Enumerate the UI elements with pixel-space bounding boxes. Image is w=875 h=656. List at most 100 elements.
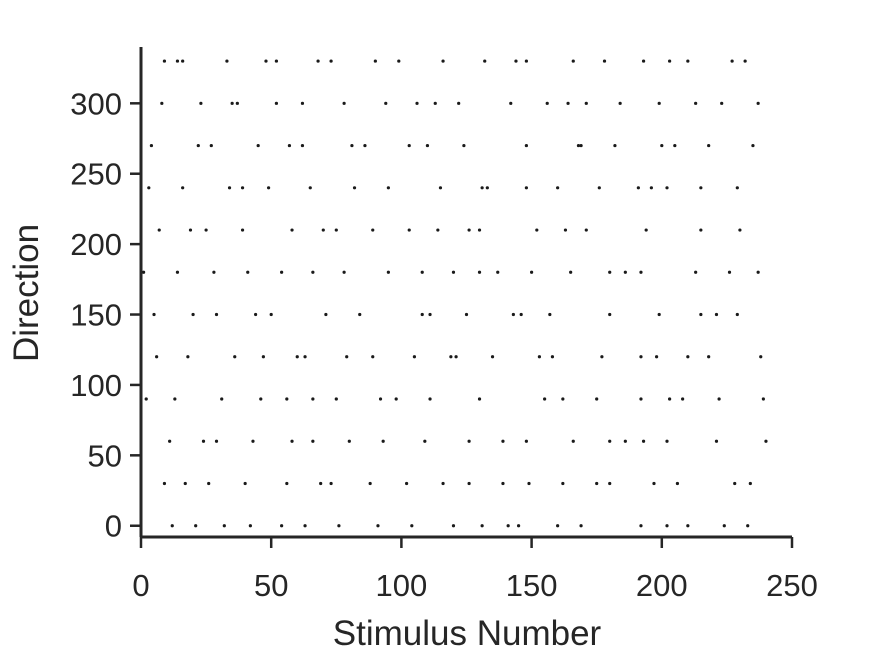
data-point — [644, 228, 648, 232]
data-point — [639, 355, 643, 359]
data-point — [425, 143, 430, 148]
data-point — [352, 186, 357, 190]
data-point — [579, 524, 583, 528]
data-point — [415, 101, 419, 105]
data-point — [324, 312, 328, 317]
data-point — [579, 143, 583, 148]
data-point — [186, 355, 190, 359]
data-point — [668, 59, 672, 63]
data-point — [209, 143, 213, 148]
data-point — [264, 59, 268, 63]
data-point — [214, 439, 219, 443]
data-point — [251, 439, 255, 443]
x-tick-label: 200 — [636, 568, 688, 603]
data-point — [483, 59, 487, 63]
data-point — [608, 270, 612, 274]
data-point — [311, 439, 315, 443]
data-point — [571, 439, 575, 443]
data-point — [214, 312, 219, 317]
data-point — [441, 481, 445, 486]
data-point — [524, 143, 528, 148]
data-point — [199, 101, 203, 105]
data-point — [699, 312, 703, 317]
data-point — [230, 101, 234, 105]
data-point — [157, 228, 161, 232]
data-point — [274, 59, 279, 63]
data-point — [595, 397, 599, 401]
data-point — [686, 524, 690, 528]
data-point — [342, 101, 346, 105]
data-point — [506, 524, 510, 528]
y-tick-label: 50 — [88, 438, 122, 473]
data-point — [501, 439, 505, 443]
data-point — [511, 312, 515, 317]
data-point — [334, 228, 338, 232]
x-tick-label: 100 — [376, 568, 428, 603]
x-tick-label: 150 — [506, 568, 558, 603]
data-point — [613, 143, 617, 148]
data-point — [175, 270, 180, 274]
data-point — [183, 481, 187, 486]
data-points — [142, 59, 768, 528]
data-point — [350, 143, 354, 148]
data-point — [454, 355, 458, 359]
data-point — [287, 143, 292, 148]
data-point — [516, 524, 521, 528]
data-point — [548, 312, 552, 317]
data-point — [368, 481, 372, 486]
data-point — [436, 228, 440, 232]
data-point — [191, 312, 195, 317]
data-point — [480, 186, 484, 190]
data-point — [225, 59, 229, 63]
data-point — [556, 186, 560, 190]
data-point — [477, 270, 482, 274]
data-point — [162, 481, 167, 486]
y-tick-label: 250 — [70, 157, 122, 192]
data-point — [660, 143, 664, 148]
data-point — [714, 312, 719, 317]
data-point — [490, 355, 495, 359]
data-point — [545, 101, 549, 105]
data-point — [204, 228, 208, 232]
data-point — [602, 59, 607, 63]
data-point — [321, 228, 325, 232]
data-point — [457, 101, 461, 105]
y-axis-ticks: 0 50 100 150 200 250 300 — [70, 86, 141, 544]
data-point — [618, 101, 622, 105]
data-point — [722, 524, 726, 528]
data-point — [412, 355, 417, 359]
data-point — [188, 228, 193, 232]
data-point — [595, 481, 599, 486]
data-point — [441, 59, 445, 63]
data-point — [467, 228, 471, 232]
data-point — [639, 397, 643, 401]
data-point — [584, 228, 588, 232]
data-point — [303, 524, 307, 528]
data-point — [397, 59, 401, 63]
data-point — [735, 186, 739, 190]
data-point — [524, 59, 528, 63]
data-point — [451, 270, 456, 274]
data-point — [514, 59, 518, 63]
data-point — [462, 143, 466, 148]
data-point — [170, 524, 174, 528]
data-point — [480, 524, 484, 528]
data-point — [308, 186, 312, 190]
data-point — [152, 312, 156, 317]
data-point — [405, 481, 409, 486]
data-point — [329, 481, 333, 486]
data-point — [261, 355, 265, 359]
data-point — [477, 397, 482, 401]
data-point — [329, 59, 333, 63]
data-point — [285, 481, 289, 486]
data-point — [686, 59, 690, 63]
data-point — [467, 439, 471, 443]
data-point — [311, 270, 315, 274]
data-point — [295, 355, 299, 359]
data-point — [477, 228, 482, 232]
data-point — [428, 312, 432, 317]
data-point — [699, 228, 703, 232]
data-point — [714, 439, 719, 443]
data-point — [641, 59, 646, 63]
data-point — [181, 186, 185, 190]
